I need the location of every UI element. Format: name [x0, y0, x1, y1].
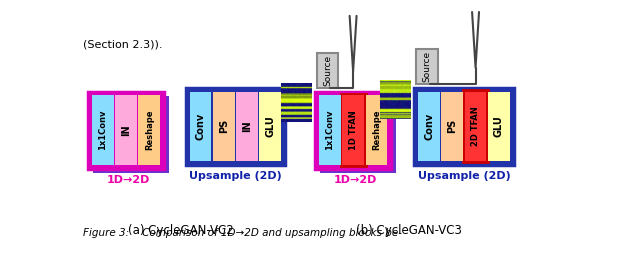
Text: Conv: Conv	[195, 113, 205, 140]
Text: Figure 3:    Comparison of 1D→2D and upsampling blocks be-: Figure 3: Comparison of 1D→2D and upsamp…	[83, 228, 403, 238]
Text: GLU: GLU	[265, 115, 275, 137]
Bar	[342, 95, 364, 165]
Text: 1D TFAN: 1D TFAN	[348, 110, 358, 150]
Bar	[88, 92, 164, 169]
Text: 2D TFAN: 2D TFAN	[471, 107, 480, 146]
Text: 1D→2D: 1D→2D	[334, 175, 377, 185]
Bar	[92, 95, 113, 165]
Bar	[320, 96, 396, 173]
Text: 1x1Conv: 1x1Conv	[98, 110, 107, 150]
Text: Source: Source	[422, 51, 431, 82]
Text: 1D→2D: 1D→2D	[106, 175, 150, 185]
Bar	[93, 96, 169, 173]
Bar	[465, 92, 486, 161]
Text: Reshape: Reshape	[145, 110, 154, 150]
Bar	[236, 92, 258, 161]
Bar	[315, 92, 391, 169]
Bar	[317, 53, 338, 88]
Text: IN: IN	[242, 121, 252, 132]
Text: (a) CycleGAN-VC2: (a) CycleGAN-VC2	[128, 224, 234, 237]
Bar	[139, 95, 160, 165]
Text: IN: IN	[121, 124, 131, 136]
Bar	[341, 94, 365, 166]
Bar	[319, 95, 341, 165]
Bar	[260, 92, 281, 161]
Bar	[442, 92, 463, 161]
Text: PS: PS	[219, 119, 229, 133]
Bar	[190, 92, 211, 161]
Text: PS: PS	[447, 119, 457, 133]
Bar	[415, 88, 513, 165]
Text: Upsample (2D): Upsample (2D)	[418, 171, 510, 181]
Text: Source: Source	[323, 55, 332, 86]
Bar	[416, 49, 438, 84]
Bar	[365, 95, 387, 165]
Bar	[186, 88, 285, 165]
Text: GLU: GLU	[494, 115, 504, 137]
Text: 1x1Conv: 1x1Conv	[325, 110, 335, 150]
Text: Reshape: Reshape	[372, 110, 381, 150]
Text: Upsample (2D): Upsample (2D)	[189, 171, 282, 181]
Text: (b) CycleGAN-VC3: (b) CycleGAN-VC3	[355, 224, 461, 237]
Bar	[488, 92, 510, 161]
Bar	[213, 92, 234, 161]
Text: Conv: Conv	[424, 113, 434, 140]
Bar	[115, 95, 137, 165]
Text: (Section 2.3)).: (Section 2.3)).	[83, 39, 163, 49]
Bar	[418, 92, 440, 161]
Bar	[463, 90, 488, 163]
